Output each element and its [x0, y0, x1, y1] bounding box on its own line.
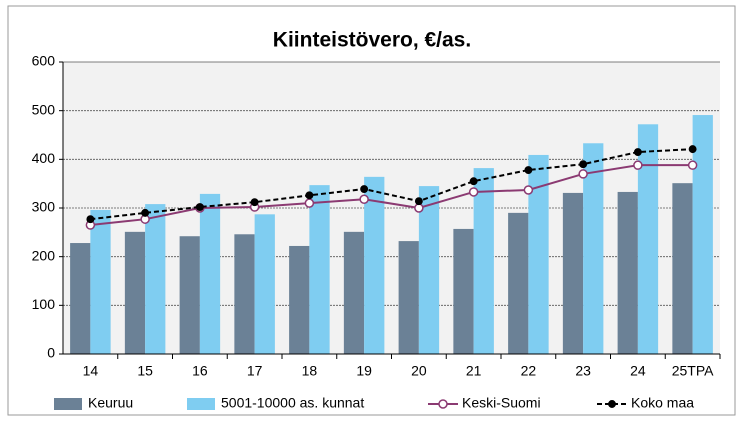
- bar: [145, 204, 166, 354]
- line: [90, 148, 693, 221]
- y-tick-label: 500: [32, 101, 56, 117]
- bar: [90, 209, 111, 354]
- y-tick-label: 0: [47, 345, 55, 361]
- marker: [141, 208, 150, 217]
- y-tick-label: 600: [32, 53, 56, 69]
- marker: [523, 185, 534, 195]
- bar: [637, 124, 659, 354]
- marker: [195, 203, 204, 211]
- bar: [199, 193, 221, 354]
- marker: [360, 185, 369, 193]
- bar: [528, 154, 549, 354]
- x-tick-label: 25TPA: [672, 363, 714, 379]
- bar: [289, 245, 310, 354]
- marker: [86, 215, 95, 224]
- bar: [672, 183, 693, 354]
- bar: [583, 143, 604, 354]
- x-tick-label: 14: [83, 363, 99, 379]
- marker: [469, 177, 478, 186]
- bar: [398, 241, 419, 354]
- bar: [124, 231, 146, 354]
- y-tick-label: 100: [32, 296, 56, 312]
- bar: [234, 234, 255, 354]
- marker: [688, 145, 697, 154]
- chart-title: Kiinteistövero, €/as.: [273, 29, 471, 52]
- y-tick-label: 400: [32, 150, 56, 166]
- y-tick-label: 300: [32, 199, 56, 215]
- x-tick-label: 19: [356, 363, 372, 379]
- x-tick-label: 16: [192, 363, 208, 379]
- legend-swatch: [54, 398, 82, 410]
- x-tick-label: 24: [630, 363, 646, 379]
- x-tick-label: 20: [411, 363, 427, 379]
- marker: [633, 148, 642, 156]
- marker: [524, 166, 533, 174]
- bar: [70, 243, 91, 354]
- bar: [254, 214, 275, 354]
- bar: [309, 185, 330, 354]
- marker: [633, 160, 643, 170]
- bar: [364, 176, 385, 354]
- bar: [343, 231, 365, 354]
- marker: [687, 160, 698, 170]
- x-tick-label: 23: [575, 363, 591, 379]
- marker: [468, 187, 479, 197]
- bar: [418, 186, 440, 354]
- x-tick-label: 15: [137, 363, 153, 379]
- marker: [305, 191, 314, 200]
- marker: [579, 160, 588, 169]
- x-tick-label: 22: [521, 363, 537, 379]
- bar: [453, 228, 474, 354]
- marker: [414, 197, 423, 206]
- legend-label: Keski-Suomi: [462, 395, 541, 411]
- legend-marker: [608, 400, 616, 408]
- y-tick-label: 200: [32, 247, 56, 263]
- legend-marker: [438, 399, 448, 409]
- marker: [250, 198, 259, 207]
- legend-label: Koko maa: [631, 395, 694, 411]
- legend-label: Keuruu: [88, 395, 133, 411]
- line: [90, 164, 693, 227]
- marker: [304, 198, 315, 208]
- marker: [414, 203, 424, 213]
- marker: [359, 194, 369, 204]
- marker: [578, 169, 588, 179]
- bar: [562, 192, 584, 354]
- bar: [508, 212, 529, 354]
- x-tick-label: 21: [466, 363, 482, 379]
- x-tick-label: 17: [247, 363, 263, 379]
- bar: [692, 115, 713, 355]
- legend-label: 5001-10000 as. kunnat: [221, 395, 364, 411]
- bar: [473, 168, 494, 354]
- bar: [179, 236, 200, 354]
- bar: [617, 191, 638, 354]
- x-tick-label: 18: [302, 363, 318, 379]
- legend-swatch: [187, 398, 215, 410]
